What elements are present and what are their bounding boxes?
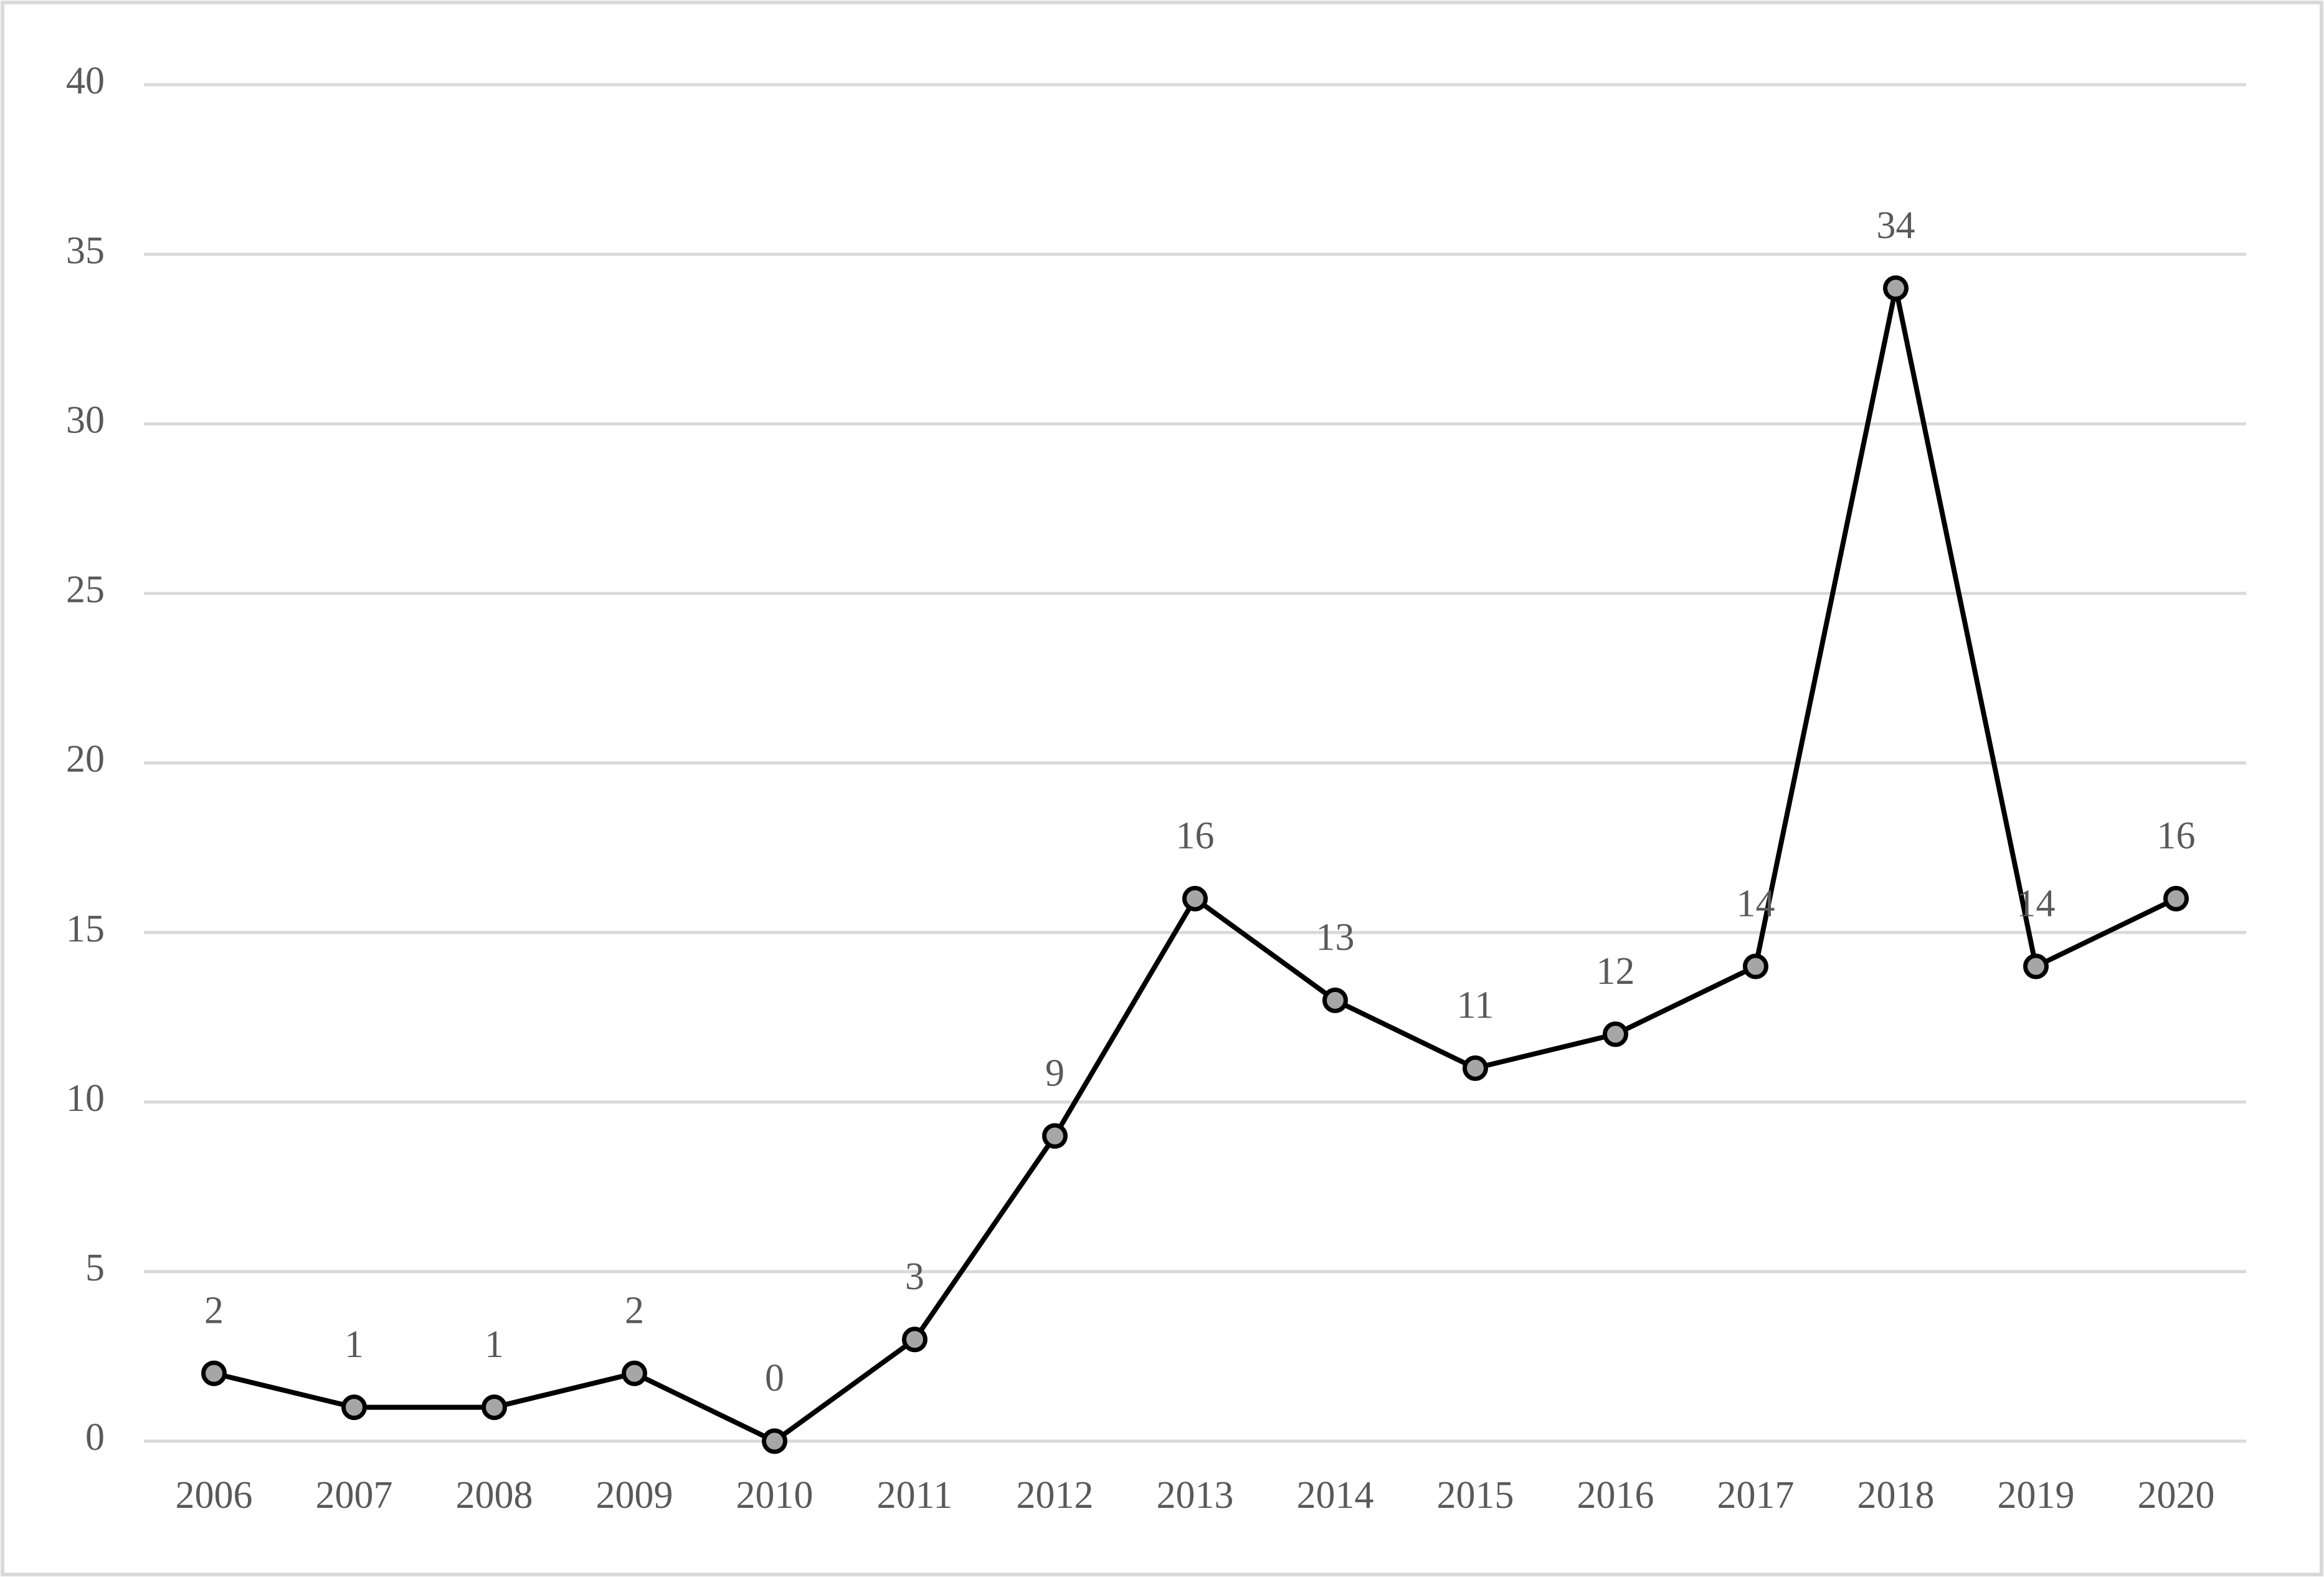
data-point xyxy=(1182,885,1208,912)
data-point xyxy=(622,1360,647,1386)
data-label: 9 xyxy=(1045,1052,1065,1094)
data-point xyxy=(1322,987,1348,1013)
data-label: 2 xyxy=(204,1289,224,1332)
y-tick-label: 10 xyxy=(66,1077,105,1120)
x-tick-label: 2014 xyxy=(1297,1474,1374,1517)
data-label: 2 xyxy=(625,1289,644,1332)
x-tick-label: 2013 xyxy=(1157,1474,1234,1517)
data-point xyxy=(481,1394,507,1421)
data-label: 3 xyxy=(905,1255,924,1298)
data-point xyxy=(762,1428,787,1454)
data-point xyxy=(902,1327,927,1353)
y-tick-label: 25 xyxy=(66,569,105,611)
data-point xyxy=(1042,1123,1068,1149)
data-label: 12 xyxy=(1596,950,1635,993)
y-tick-label: 15 xyxy=(66,908,105,950)
data-label: 11 xyxy=(1457,984,1494,1027)
data-label: 16 xyxy=(1176,814,1215,857)
y-tick-label: 35 xyxy=(66,229,105,272)
x-tick-label: 2016 xyxy=(1577,1474,1654,1517)
y-tick-label: 30 xyxy=(66,399,105,441)
data-point xyxy=(2163,885,2189,912)
y-tick-label: 0 xyxy=(85,1416,105,1459)
x-tick-label: 2015 xyxy=(1437,1474,1514,1517)
x-tick-label: 2007 xyxy=(316,1474,393,1517)
y-tick-label: 40 xyxy=(66,60,105,102)
data-point xyxy=(201,1360,227,1386)
y-tick-label: 20 xyxy=(66,738,105,781)
data-label: 16 xyxy=(2157,814,2196,857)
x-tick-label: 2010 xyxy=(736,1474,813,1517)
data-point xyxy=(1463,1055,1488,1081)
x-tick-label: 2012 xyxy=(1017,1474,1094,1517)
x-tick-label: 2017 xyxy=(1717,1474,1795,1517)
data-label: 14 xyxy=(2017,882,2056,925)
x-tick-label: 2019 xyxy=(1998,1474,2075,1517)
data-label: 34 xyxy=(1877,204,1915,247)
data-label: 13 xyxy=(1316,917,1355,959)
data-label: 1 xyxy=(485,1323,504,1366)
data-label: 14 xyxy=(1737,882,1775,925)
x-tick-label: 2008 xyxy=(456,1474,533,1517)
data-label: 1 xyxy=(344,1323,364,1366)
x-tick-label: 2006 xyxy=(176,1474,253,1517)
x-tick-label: 2011 xyxy=(877,1474,953,1517)
data-point xyxy=(2023,953,2049,979)
data-point xyxy=(1743,953,1768,979)
x-tick-label: 2020 xyxy=(2138,1474,2215,1517)
data-point xyxy=(341,1394,367,1421)
x-tick-label: 2018 xyxy=(1857,1474,1935,1517)
data-point xyxy=(1603,1021,1628,1047)
x-tick-label: 2009 xyxy=(596,1474,673,1517)
y-tick-label: 5 xyxy=(85,1247,105,1289)
data-point xyxy=(1883,275,1909,302)
data-label: 0 xyxy=(765,1357,784,1399)
